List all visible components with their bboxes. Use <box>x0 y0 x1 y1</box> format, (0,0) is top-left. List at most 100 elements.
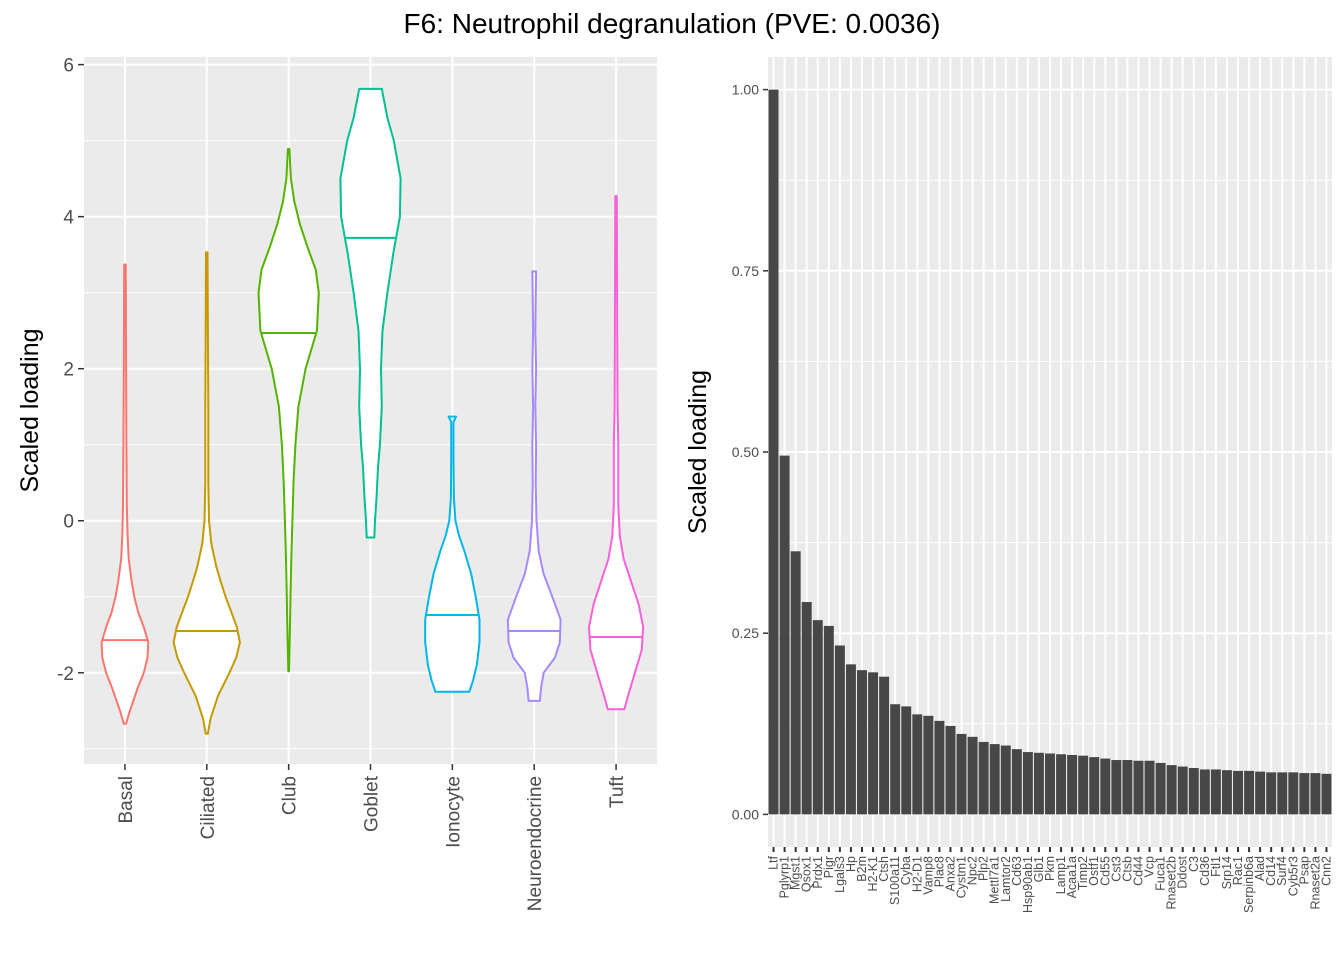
bar-x-tick-label: Lamp1 <box>1054 856 1068 894</box>
violin-x-tick-label: Club <box>280 776 301 815</box>
bar-x-tick-label: Ddost <box>1176 855 1190 888</box>
bar-lamp1 <box>1056 754 1067 815</box>
bar-ddost <box>1177 766 1188 815</box>
bar-ctsh <box>879 676 890 815</box>
bar-cyb5r3 <box>1288 772 1299 815</box>
violin-y-tick-label: 6 <box>63 56 74 77</box>
violin-x-tick-label: Goblet <box>362 775 383 832</box>
bar-x-tick-label: Surf4 <box>1275 856 1289 886</box>
bar-x-tick-label: Pkm <box>1043 856 1057 881</box>
violin-y-tick-label: 2 <box>63 360 74 381</box>
bar-vcp <box>1144 760 1155 815</box>
violin-tuft <box>588 195 645 711</box>
bar-x-tick-label: Cst3 <box>1109 856 1123 882</box>
bar-x-tick-label: Vamp8 <box>921 856 935 895</box>
bar-rac1 <box>1233 770 1243 815</box>
bar-srp14 <box>1221 770 1232 815</box>
bar-x-tick-label: Ostf1 <box>1087 856 1101 886</box>
bar-x-tick-label: Ctsb <box>1120 856 1134 882</box>
bar-alad <box>1255 771 1266 815</box>
bar-x-tick-label: Acaa1a <box>1065 856 1079 898</box>
bar-x-tick-label: Pigr <box>822 856 836 878</box>
bar-plac8 <box>934 720 945 815</box>
bar-fuca1 <box>1155 762 1166 815</box>
bar-cd44 <box>1133 760 1144 815</box>
bar-x-tick-label: Cnn2 <box>1319 856 1333 886</box>
violin-x-axis: Basal Ciliated Club Goblet Ionocyte Neuroendo… <box>116 764 628 911</box>
bar-x-tick-label: Ftl1 <box>1209 856 1223 877</box>
violin-y-tick-label: 4 <box>63 208 74 229</box>
bar-x-tick-label: Rac1 <box>1231 856 1245 885</box>
bar-surf4 <box>1277 772 1288 815</box>
bar-acaa1a <box>1067 754 1078 815</box>
bar-mgst1 <box>790 551 801 815</box>
bar-x-tick-label: Plac8 <box>932 856 946 887</box>
bar-x-tick-label: Qsox1 <box>800 856 814 892</box>
violin-y-tick-label: -2 <box>57 664 74 685</box>
bar-x-tick-label: Plp2 <box>977 856 991 881</box>
bar-y-tick-label: 1.00 <box>732 82 759 98</box>
bar-hp <box>845 664 856 815</box>
violin-ciliated <box>172 251 241 735</box>
bar-c3 <box>1188 768 1199 815</box>
bar-plp2 <box>978 741 989 815</box>
bar-vamp8 <box>923 715 934 815</box>
violin-basal <box>100 263 150 725</box>
bars <box>768 89 1332 815</box>
bar-x-tick-label: B2m <box>855 856 869 882</box>
bar-y-tick-label: 0.00 <box>732 806 759 822</box>
bar-rnaset2b <box>1166 765 1177 815</box>
bar-x-axis: LtfPglyrp1Mgst1Qsox1Prdx1PigrLgals3HpB2m… <box>767 847 1333 913</box>
bar-ostf1 <box>1089 757 1100 815</box>
bar-x-tick-label: Lgals3 <box>833 856 847 893</box>
bar-cd36 <box>1199 769 1210 815</box>
bar-x-tick-label: Serpinb6a <box>1242 856 1256 913</box>
bar-hsp90ab1 <box>1022 752 1033 815</box>
bar-h2-d1 <box>912 714 923 815</box>
bar-x-tick-label: C3 <box>1187 856 1201 872</box>
bar-y-axis: 0.00 0.25 0.50 0.75 1.00 <box>732 82 768 822</box>
bar-x-tick-label: Ltf <box>767 855 781 869</box>
bar-x-tick-label: Cyb5r3 <box>1286 856 1300 896</box>
bar-panel: 0.00 0.25 0.50 0.75 1.00 LtfPglyrp1Mgst1Qsox… <box>684 57 1333 913</box>
bar-x-tick-label: Cd44 <box>1131 856 1145 886</box>
bar-cnn2 <box>1321 773 1332 815</box>
bar-pglyrp1 <box>779 455 790 815</box>
bar-npc2 <box>967 736 978 815</box>
figure-title: F6: Neutrophil degranulation (PVE: 0.003… <box>404 8 941 39</box>
bar-b2m <box>857 670 867 815</box>
bar-mettl7a1 <box>989 744 1000 815</box>
violin-y-axis: -2 0 2 4 6 <box>57 56 84 685</box>
bar-x-tick-label: Rnaset2b <box>1165 856 1179 910</box>
bar-cystm1 <box>956 733 967 815</box>
bar-x-tick-label: Cyba <box>899 856 913 885</box>
bar-y-tick-label: 0.75 <box>732 263 759 279</box>
bar-x-tick-label: Anxa2 <box>943 856 957 891</box>
bar-x-tick-label: Hsp90ab1 <box>1021 856 1035 913</box>
bar-x-tick-label: H2-D1 <box>910 856 924 892</box>
violin-x-tick-label: Tuft <box>607 775 628 808</box>
bar-cst3 <box>1111 760 1122 815</box>
bar-x-tick-label: Mgst1 <box>789 856 803 890</box>
bar-ltf <box>768 89 779 815</box>
bar-x-tick-label: Glb1 <box>1032 856 1046 882</box>
bar-x-tick-label: Vcp <box>1143 856 1157 878</box>
bar-y-tick-label: 0.25 <box>732 625 759 641</box>
bar-x-tick-label: S100a11 <box>888 856 902 905</box>
bar-x-tick-label: H2-K1 <box>866 856 880 891</box>
bar-prdx1 <box>812 620 823 815</box>
bar-cd55 <box>1100 758 1111 815</box>
violin-goblet <box>339 87 402 539</box>
bar-x-tick-label: Mettl7a1 <box>988 856 1002 904</box>
bar-pkm <box>1045 753 1055 815</box>
bar-ctsb <box>1122 760 1133 815</box>
violin-ionocyte <box>424 415 481 693</box>
bar-x-tick-label: Srp14 <box>1220 856 1234 889</box>
bar-lgals3 <box>834 645 845 815</box>
bar-x-tick-label: Cystm1 <box>955 856 969 898</box>
bar-cyba <box>901 706 912 815</box>
violins <box>100 87 645 735</box>
bar-rnaset2a <box>1310 773 1321 815</box>
violin-panel: -2 0 2 4 6 Basal Ciliated Club Goblet Ionocyte Ne… <box>16 56 657 911</box>
